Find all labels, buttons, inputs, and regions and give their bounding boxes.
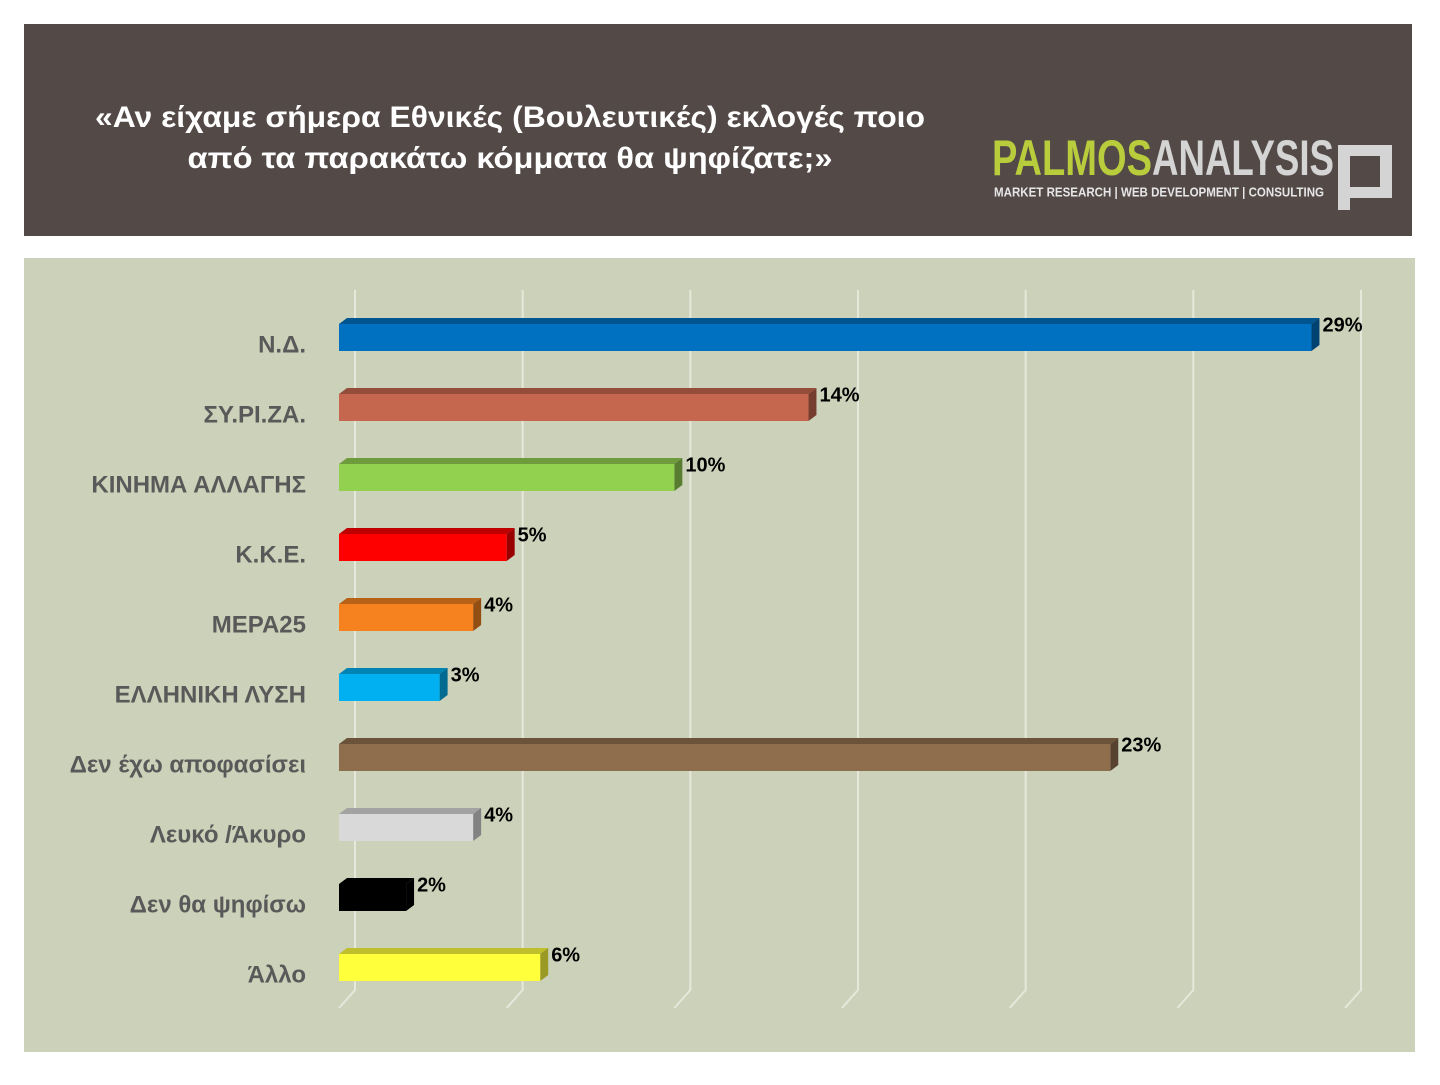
- y-tick-label: Κ.Κ.Ε.: [235, 541, 306, 568]
- logo-tagline: MARKET RESEARCH | WEB DEVELOPMENT | CONS…: [994, 184, 1324, 199]
- value-label: 29%: [1322, 314, 1362, 336]
- plot: 29% Ν.Δ. 14% ΣΥ.ΡΙ.ΖΑ. 10% ΚΙΝΗΜΑ ΑΛΛΑΓΗΣ 5% Κ.…: [70, 290, 1363, 1009]
- y-tick-label: Ν.Δ.: [258, 331, 306, 358]
- value-label: 4%: [484, 594, 513, 616]
- bar-side-face: [1110, 738, 1119, 771]
- value-label: 6%: [551, 944, 580, 966]
- bar-top-face: [339, 598, 482, 604]
- y-tick-label: Δεν θα ψηφίσω: [130, 891, 306, 918]
- logo-brand: ANALYSIS: [1152, 130, 1334, 186]
- value-label: 2%: [417, 874, 446, 896]
- grid-line: [505, 290, 524, 1009]
- bar-front-face: [339, 884, 407, 911]
- grid-line: [673, 290, 692, 1009]
- bar-side-face: [1311, 318, 1320, 351]
- bar-side-face: [506, 528, 515, 561]
- chart-title: «Αν είχαμε σήμερα Εθνικές (Βουλευτικές) …: [95, 101, 925, 134]
- y-tick-label: Δεν έχω αποφασίσει: [70, 751, 306, 778]
- y-tick-label: ΚΙΝΗΜΑ ΑΛΛΑΓΗΣ: [91, 471, 306, 498]
- y-tick-label: Λευκό /Άκυρο: [150, 821, 306, 848]
- bar-side-face: [674, 458, 683, 491]
- bar-front-face: [339, 744, 1111, 771]
- bar-side-face: [439, 668, 448, 701]
- bar-side-face: [540, 948, 549, 981]
- value-label: 10%: [685, 454, 725, 476]
- bar-top-face: [339, 458, 683, 464]
- bar-top-face: [339, 668, 448, 674]
- bar-front-face: [339, 814, 474, 841]
- bar: [339, 668, 448, 701]
- value-label: 3%: [451, 664, 480, 686]
- value-label: 14%: [819, 384, 859, 406]
- bar: [339, 528, 515, 561]
- y-tick-label: ΣΥ.ΡΙ.ΖΑ.: [204, 401, 306, 428]
- value-label: 5%: [518, 524, 547, 546]
- y-tick-label: ΜΕΡΑ25: [212, 611, 306, 638]
- grid-line: [1008, 290, 1027, 1009]
- y-tick-label: ΕΛΛΗΝΙΚΗ ΛΥΣΗ: [115, 681, 306, 708]
- bar-front-face: [339, 604, 474, 631]
- plot-panel: [24, 258, 1415, 1052]
- bar-front-face: [339, 534, 507, 561]
- bar-top-face: [339, 318, 1320, 324]
- bar-front-face: [339, 954, 541, 981]
- bar-side-face: [808, 388, 817, 421]
- bar-top-face: [339, 808, 482, 814]
- header-band: [24, 24, 1412, 236]
- chart-title: από τα παρακάτω κόμματα θα ψηφίζατε;»: [188, 142, 833, 175]
- bar-front-face: [339, 394, 809, 421]
- bar-top-face: [339, 388, 817, 394]
- bar: [339, 738, 1119, 771]
- bar: [339, 878, 415, 911]
- value-label: 23%: [1121, 734, 1161, 756]
- grid-line: [841, 290, 859, 1009]
- grid-line: [1176, 290, 1195, 1009]
- bar: [339, 808, 482, 841]
- grid-line: [1344, 290, 1362, 1009]
- grid-line: [338, 290, 356, 1009]
- bar: [339, 388, 817, 421]
- logo-icon: [1338, 145, 1392, 210]
- bar: [339, 948, 549, 981]
- bar-top-face: [339, 878, 415, 884]
- y-tick-label: Άλλο: [248, 961, 306, 988]
- bar: [339, 598, 482, 631]
- bar-top-face: [339, 948, 549, 954]
- value-label: 4%: [484, 804, 513, 826]
- logo-brand: PALMOS: [992, 130, 1152, 186]
- bar-front-face: [339, 464, 675, 491]
- bar: [339, 318, 1320, 351]
- bar-side-face: [473, 808, 482, 841]
- bar-top-face: [339, 528, 515, 534]
- bar-front-face: [339, 674, 440, 701]
- bar: [339, 458, 683, 491]
- bar-side-face: [406, 878, 415, 911]
- bar-top-face: [339, 738, 1119, 744]
- bar-front-face: [339, 324, 1312, 351]
- bar-side-face: [473, 598, 482, 631]
